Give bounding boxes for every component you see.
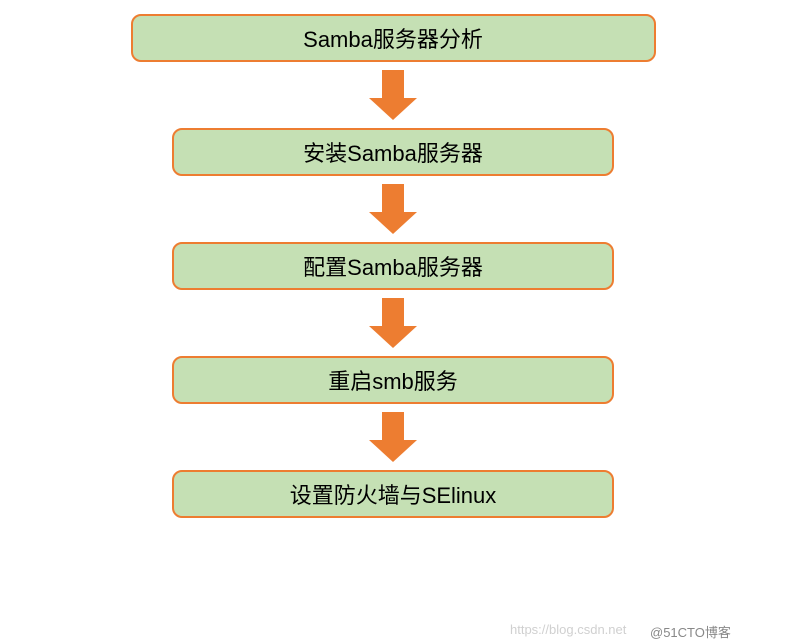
watermark-right: @51CTO博客: [650, 622, 731, 641]
arrow-head-icon: [369, 212, 417, 234]
arrow-head-icon: [369, 326, 417, 348]
node-label: 重启smb服务: [328, 364, 458, 396]
node-label: Samba服务器分析: [303, 22, 483, 54]
flowchart-arrow: [369, 298, 417, 348]
arrow-stem: [382, 298, 404, 326]
flowchart-container: Samba服务器分析安装Samba服务器配置Samba服务器重启smb服务设置防…: [0, 0, 786, 518]
flowchart-node-n2: 安装Samba服务器: [172, 128, 614, 176]
node-label: 安装Samba服务器: [303, 136, 483, 168]
flowchart-node-n4: 重启smb服务: [172, 356, 614, 404]
arrow-head-icon: [369, 440, 417, 462]
flowchart-node-n3: 配置Samba服务器: [172, 242, 614, 290]
arrow-head-icon: [369, 98, 417, 120]
flowchart-arrow: [369, 184, 417, 234]
flowchart-arrow: [369, 412, 417, 462]
flowchart-node-n5: 设置防火墙与SElinux: [172, 470, 614, 518]
arrow-stem: [382, 412, 404, 440]
arrow-stem: [382, 70, 404, 98]
node-label: 设置防火墙与SElinux: [290, 478, 497, 510]
flowchart-node-n1: Samba服务器分析: [131, 14, 656, 62]
arrow-stem: [382, 184, 404, 212]
flowchart-arrow: [369, 70, 417, 120]
watermark-left: https://blog.csdn.net: [510, 622, 626, 637]
node-label: 配置Samba服务器: [303, 250, 483, 282]
